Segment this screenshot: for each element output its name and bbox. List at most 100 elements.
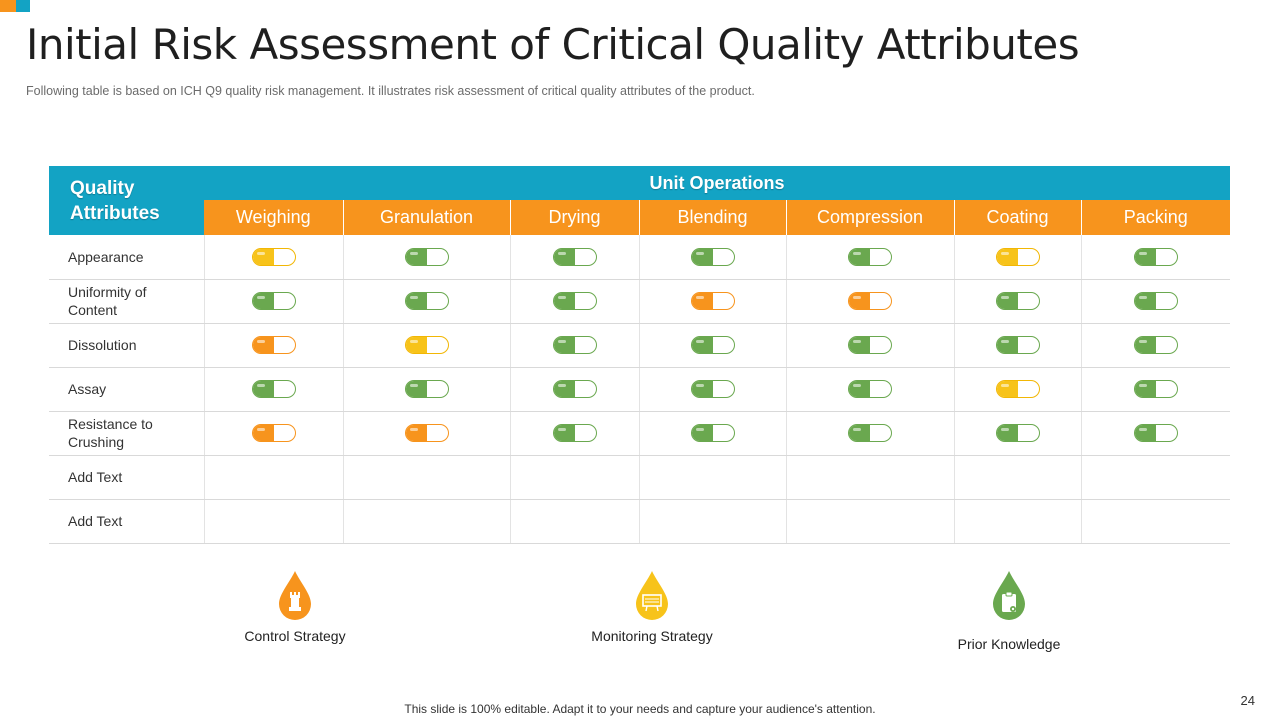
pill-fill	[1134, 292, 1156, 309]
legend-label: Prior Knowledge	[957, 636, 1061, 652]
operation-header-compression: Compression	[785, 200, 954, 235]
pill-fill	[996, 380, 1018, 397]
risk-pill-green-icon	[995, 423, 1040, 442]
table-row: Assay	[49, 367, 1231, 412]
control-strategy-icon	[279, 571, 311, 620]
table-row: Uniformity of Content	[49, 279, 1231, 324]
risk-cell	[639, 367, 787, 412]
attribute-label: Add Text	[49, 499, 205, 544]
attribute-label: Uniformity of Content	[49, 279, 205, 324]
risk-pill-yellow-icon	[404, 335, 449, 354]
risk-cell	[510, 499, 640, 544]
risk-pill-green-icon	[690, 423, 735, 442]
risk-pill-green-icon	[1133, 423, 1178, 442]
risk-cell	[204, 411, 344, 456]
risk-pill-yellow-icon	[251, 247, 296, 266]
pill-fill	[691, 336, 713, 353]
risk-cell	[343, 455, 511, 500]
pill-fill	[691, 292, 713, 309]
pill-fill	[849, 424, 870, 441]
pill-fill	[553, 336, 575, 353]
risk-pill-green-icon	[995, 291, 1040, 310]
risk-pill-green-icon	[690, 247, 735, 266]
risk-cell	[954, 235, 1082, 280]
table-row: Add Text	[49, 499, 1231, 544]
risk-cell	[510, 455, 640, 500]
risk-cell	[954, 323, 1082, 368]
risk-pill-green-icon	[404, 247, 449, 266]
risk-pill-green-icon	[1133, 335, 1178, 354]
risk-pill-green-icon	[690, 335, 735, 354]
risk-pill-yellow-icon	[995, 379, 1040, 398]
risk-cell	[786, 411, 955, 456]
attribute-label: Resistance to Crushing	[49, 411, 205, 456]
risk-cell	[204, 323, 344, 368]
risk-cell	[343, 499, 511, 544]
legend-control-strategy: Control Strategy	[205, 570, 385, 644]
pill-fill	[553, 248, 575, 265]
pill-fill	[691, 380, 713, 397]
risk-cell	[786, 499, 955, 544]
quality-attributes-header: Quality Attributes	[49, 166, 204, 235]
risk-pill-green-icon	[552, 423, 597, 442]
pill-fill	[405, 248, 427, 265]
risk-cell	[204, 499, 344, 544]
risk-cell	[510, 235, 640, 280]
risk-cell	[1081, 367, 1231, 412]
table-row: Resistance to Crushing	[49, 411, 1231, 456]
risk-pill-green-icon	[995, 335, 1040, 354]
pill-fill	[252, 424, 274, 441]
risk-pill-green-icon	[552, 247, 597, 266]
operation-header-coating: Coating	[953, 200, 1081, 235]
pill-fill	[405, 292, 427, 309]
risk-pill-green-icon	[404, 291, 449, 310]
operation-header-drying: Drying	[509, 200, 639, 235]
risk-cell	[204, 279, 344, 324]
risk-pill-green-icon	[552, 335, 597, 354]
risk-pill-green-icon	[1133, 291, 1178, 310]
risk-table-body: Appearance Uniformity of Content Dissoluti…	[49, 235, 1231, 544]
risk-cell	[786, 235, 955, 280]
risk-pill-green-icon	[251, 291, 296, 310]
risk-cell	[343, 323, 511, 368]
risk-cell	[1081, 411, 1231, 456]
pill-fill	[405, 380, 427, 397]
table-row: Appearance	[49, 235, 1231, 280]
risk-cell	[510, 279, 640, 324]
risk-cell	[1081, 323, 1231, 368]
risk-cell	[510, 411, 640, 456]
risk-pill-green-icon	[1133, 247, 1178, 266]
risk-cell	[954, 367, 1082, 412]
table-row: Dissolution	[49, 323, 1231, 368]
risk-pill-green-icon	[552, 291, 597, 310]
page-subtitle: Following table is based on ICH Q9 quali…	[26, 84, 755, 98]
pill-fill	[691, 248, 713, 265]
risk-cell	[343, 235, 511, 280]
risk-cell	[510, 323, 640, 368]
risk-cell	[639, 323, 787, 368]
risk-pill-yellow-icon	[995, 247, 1040, 266]
pill-fill	[1134, 380, 1156, 397]
risk-cell	[786, 279, 955, 324]
pill-fill	[1134, 424, 1156, 441]
operation-header-weighing: Weighing	[204, 200, 343, 235]
risk-cell	[639, 235, 787, 280]
legend-label: Control Strategy	[244, 628, 346, 644]
pill-fill	[1134, 248, 1156, 265]
risk-cell	[954, 279, 1082, 324]
pill-fill	[996, 424, 1018, 441]
risk-cell	[786, 455, 955, 500]
legend-label: Monitoring Strategy	[591, 628, 713, 644]
risk-cell	[954, 411, 1082, 456]
pill-fill	[553, 292, 575, 309]
risk-pill-green-icon	[251, 379, 296, 398]
risk-pill-green-icon	[848, 423, 892, 442]
risk-cell	[343, 367, 511, 412]
risk-cell	[204, 235, 344, 280]
risk-cell	[639, 499, 787, 544]
page-number: 24	[1240, 693, 1255, 708]
pill-fill	[252, 292, 274, 309]
risk-pill-orange-icon	[690, 291, 735, 310]
risk-cell	[1081, 279, 1231, 324]
attribute-label: Assay	[49, 367, 205, 412]
